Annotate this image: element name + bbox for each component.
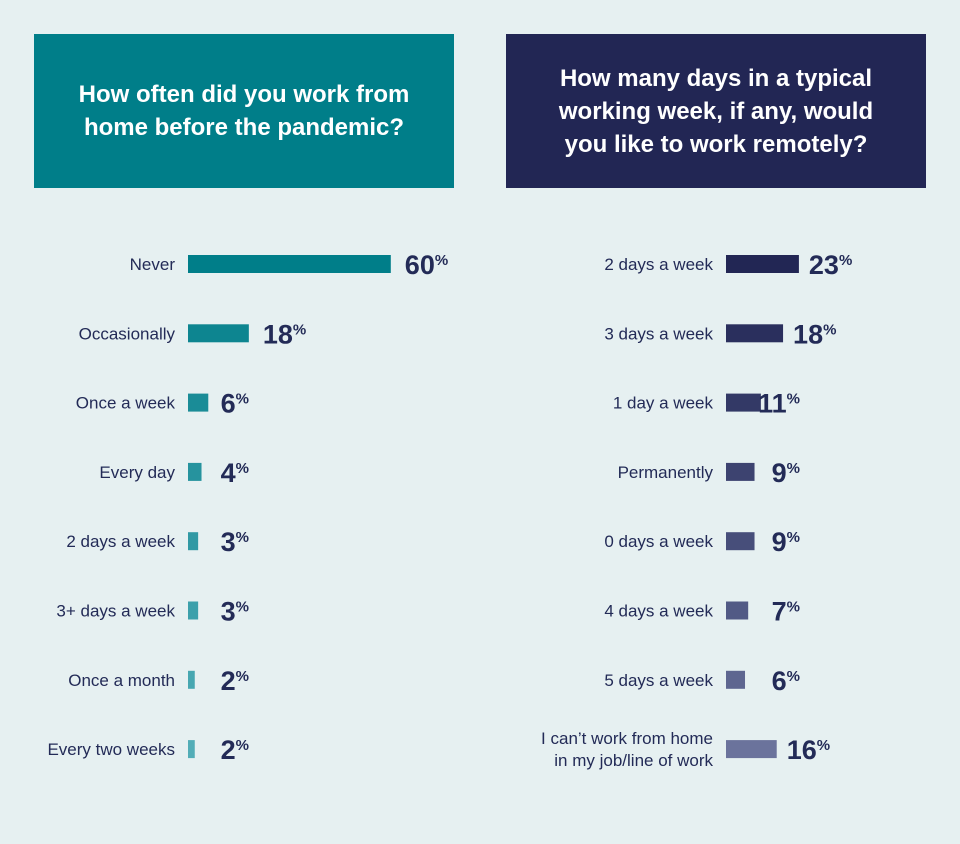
left-category-label: Occasionally [79, 324, 176, 343]
right-bar [726, 601, 749, 620]
right-category-label: I can’t work from home in my job/line of … [541, 729, 713, 770]
left-value-label: 3% [221, 597, 249, 627]
left-value-label: 6% [221, 389, 249, 419]
right-value-label: 9% [772, 527, 800, 557]
right-category-label: 2 days a week [604, 255, 713, 274]
right-value-label: 6% [772, 666, 800, 696]
left-bar [188, 670, 195, 689]
left-bar [188, 532, 199, 551]
right-bar [726, 670, 746, 689]
right-category-label: 1 day a week [613, 394, 714, 413]
right-bar [726, 532, 755, 551]
left-value-label: 18% [263, 319, 306, 349]
left-value-label: 3% [221, 527, 249, 557]
left-bar [188, 462, 202, 481]
left-category-label: Never [130, 255, 176, 274]
right-bar [726, 393, 761, 412]
left-category-label: Every two weeks [47, 740, 175, 759]
left-value-label: 60% [405, 250, 448, 280]
right-category-label: 3 days a week [604, 324, 713, 343]
right-bar [726, 324, 784, 343]
right-bar [726, 740, 777, 759]
left-bar [188, 740, 195, 759]
left-value-label: 2% [221, 735, 249, 765]
right-category-label: 4 days a week [604, 602, 713, 621]
left-value-label: 4% [221, 458, 249, 488]
right-chart-title: How many days in a typical working week,… [506, 34, 926, 188]
left-category-label: 2 days a week [66, 532, 175, 551]
right-category-label: 5 days a week [604, 671, 713, 690]
left-category-label: Once a month [68, 671, 175, 690]
right-category-label: 0 days a week [604, 532, 713, 551]
right-bar [726, 462, 755, 481]
right-category-label: Permanently [618, 463, 714, 482]
left-category-label: Once a week [76, 394, 176, 413]
left-bar [188, 255, 391, 273]
right-value-label: 11% [758, 389, 800, 419]
right-bar [726, 255, 799, 273]
left-bar [188, 601, 199, 620]
left-category-label: 3+ days a week [56, 602, 175, 621]
right-value-label: 18% [793, 319, 836, 349]
left-bar [188, 393, 209, 412]
left-chart-title: How often did you work from home before … [34, 34, 454, 188]
right-value-label: 9% [772, 458, 800, 488]
left-bar [188, 324, 249, 343]
left-value-label: 2% [221, 666, 249, 696]
right-value-label: 7% [772, 597, 800, 627]
right-value-label: 23% [809, 250, 852, 280]
left-category-label: Every day [99, 463, 175, 482]
right-value-label: 16% [787, 735, 830, 765]
